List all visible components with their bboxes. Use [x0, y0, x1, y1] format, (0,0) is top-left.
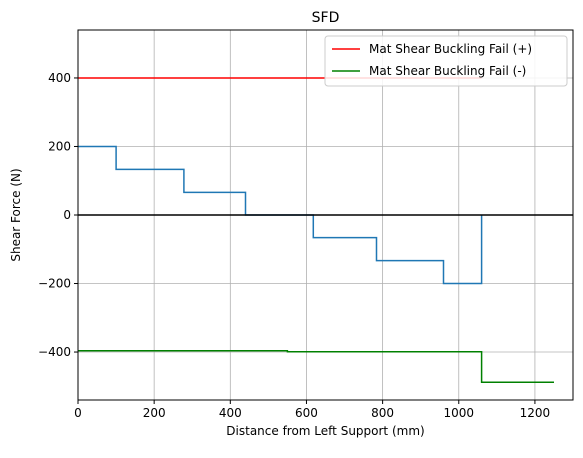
x-axis-label: Distance from Left Support (mm) [226, 424, 424, 438]
y-tick-label: −200 [38, 277, 71, 291]
y-tick-label: 0 [63, 208, 71, 222]
x-tick-label: 200 [143, 406, 166, 420]
y-tick-label: 400 [48, 71, 71, 85]
legend: Mat Shear Buckling Fail (+) Mat Shear Bu… [324, 35, 568, 87]
buckling-fail-negative-line [78, 349, 554, 383]
x-tick-label: 800 [371, 406, 394, 420]
legend-box [324, 35, 568, 87]
x-tick-label: 600 [295, 406, 318, 420]
y-axis-label: Shear Force (N) [9, 168, 23, 261]
x-tick-label: 400 [219, 406, 242, 420]
x-tick-label: 1200 [520, 406, 551, 420]
y-tick-label: −400 [38, 345, 71, 359]
chart-title: SFD [312, 10, 340, 26]
x-tick-label: 0 [74, 406, 82, 420]
legend-label-negative: Mat Shear Buckling Fail (-) [369, 64, 526, 78]
x-tick-label: 1000 [443, 406, 474, 420]
legend-label-positive: Mat Shear Buckling Fail (+) [369, 42, 532, 56]
y-tick-label: 200 [48, 139, 71, 153]
tick-layer: 0 200 400 600 800 1000 1200 −400 −200 0 200 400 [38, 71, 550, 420]
series-layer [78, 77, 573, 383]
